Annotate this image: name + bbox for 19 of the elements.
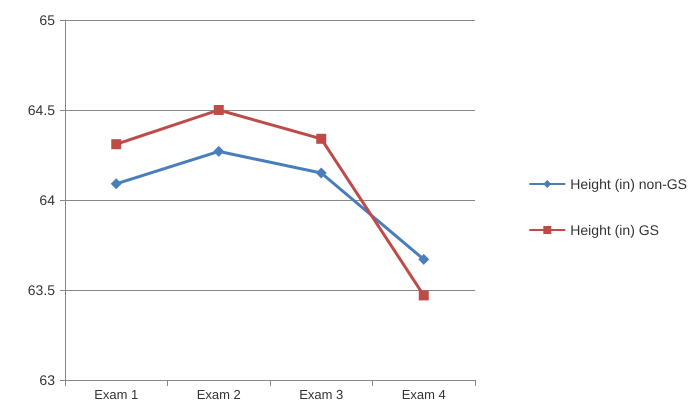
- x-tick-label: Exam 2: [196, 387, 241, 402]
- point: [214, 105, 224, 115]
- x-tick-label: Exam 1: [94, 387, 138, 402]
- point: [316, 168, 327, 178]
- y-tick-label: 63: [39, 372, 56, 388]
- y-tick-label: 64: [39, 192, 56, 208]
- point: [418, 254, 430, 265]
- point: [110, 178, 122, 190]
- x-tick-label: Exam 4: [402, 387, 446, 402]
- x-tick-label: Exam 3: [299, 387, 344, 402]
- point: [111, 139, 122, 150]
- point: [418, 290, 429, 300]
- y-tick-label: 65: [39, 12, 56, 28]
- point: [316, 134, 326, 144]
- point: [213, 146, 224, 157]
- legend-label: Height (in) GS: [570, 222, 659, 238]
- y-tick-label: 64.5: [28, 102, 56, 118]
- y-tick-label: 63.5: [28, 282, 56, 298]
- legend-label: Height (in) non-GS: [570, 176, 687, 192]
